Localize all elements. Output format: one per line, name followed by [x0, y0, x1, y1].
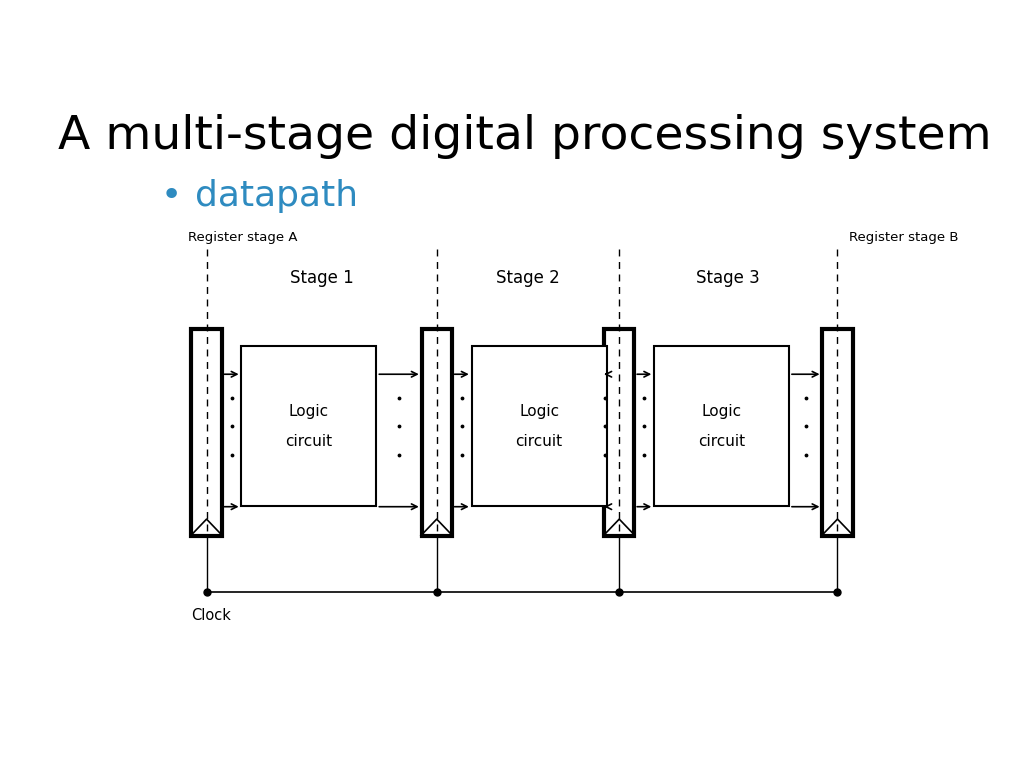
Bar	[604, 329, 634, 536]
Text: Logic: Logic	[519, 404, 559, 419]
Text: Register stage B: Register stage B	[849, 230, 958, 243]
Text: Logic: Logic	[289, 404, 329, 419]
Bar	[242, 346, 377, 506]
Text: Logic: Logic	[701, 404, 741, 419]
Text: •: •	[161, 179, 182, 213]
Text: datapath: datapath	[196, 179, 358, 213]
Text: Stage 1: Stage 1	[290, 270, 353, 287]
Bar	[472, 346, 606, 506]
Text: Stage 3: Stage 3	[696, 270, 760, 287]
Bar	[822, 329, 853, 536]
Text: Stage 2: Stage 2	[496, 270, 560, 287]
Text: circuit: circuit	[286, 434, 333, 449]
Bar	[422, 329, 452, 536]
Bar	[191, 329, 221, 536]
Bar	[654, 346, 790, 506]
Text: circuit: circuit	[515, 434, 562, 449]
Text: Clock: Clock	[190, 608, 230, 623]
Text: A multi-stage digital processing system: A multi-stage digital processing system	[58, 114, 991, 159]
Text: Register stage A: Register stage A	[187, 230, 297, 243]
Text: circuit: circuit	[698, 434, 745, 449]
